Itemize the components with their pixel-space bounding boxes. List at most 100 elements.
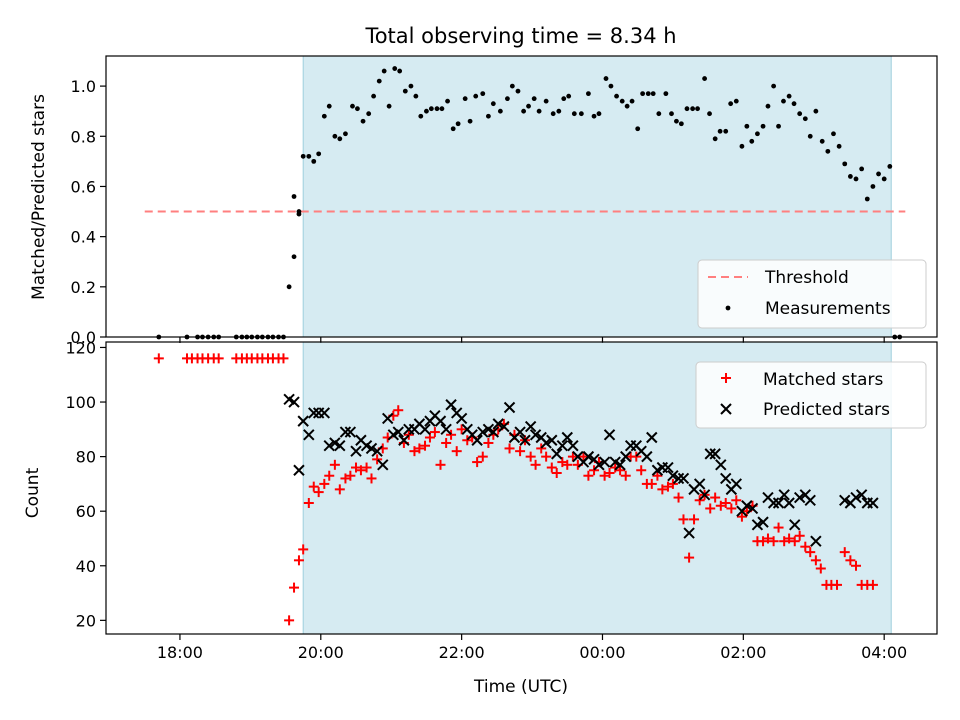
matched-star-point xyxy=(710,492,721,503)
predicted-star-point xyxy=(371,445,383,457)
top-ytick-label: 1.0 xyxy=(71,77,96,96)
predicted-star-mark-b xyxy=(283,393,295,406)
predicted-star-mark-b xyxy=(850,491,862,504)
predicted-star-mark-b xyxy=(434,415,447,427)
predicted-star-point xyxy=(810,535,822,547)
predicted-star-point xyxy=(514,426,526,438)
measurement-point xyxy=(467,118,473,124)
predicted-star-mark-b xyxy=(667,470,679,482)
matched-star-point xyxy=(851,560,862,571)
measurement-point xyxy=(531,96,537,102)
matched-star-point xyxy=(562,459,573,470)
predicted-star-point xyxy=(783,497,795,509)
matched-star-point xyxy=(620,470,631,481)
matched-star-point xyxy=(429,427,440,438)
predicted-star-mark-b xyxy=(293,464,305,476)
predicted-star-mark-b xyxy=(757,516,769,528)
measurement-point xyxy=(656,111,662,117)
measurement-point xyxy=(291,254,297,260)
measurement-point xyxy=(556,108,562,114)
measurement-point xyxy=(781,98,786,104)
predicted-star-mark-b xyxy=(546,434,558,446)
matched-star-point xyxy=(768,536,779,547)
matched-star-point xyxy=(293,555,304,566)
predicted-star-point xyxy=(540,437,552,449)
predicted-star-point xyxy=(487,426,500,438)
measurement-point xyxy=(473,93,479,99)
matched-star-point xyxy=(530,459,541,470)
predicted-star-point xyxy=(303,429,315,441)
matched-star-point xyxy=(667,478,678,489)
predicted-star-mark-b xyxy=(498,420,510,433)
predicted-star-point xyxy=(662,461,674,474)
predicted-star-mark-b xyxy=(381,412,394,425)
predicted-star-mark-b xyxy=(672,472,685,485)
measurement-point xyxy=(291,194,297,199)
matched-star-point xyxy=(414,443,425,454)
predicted-star-mark-b xyxy=(799,489,812,501)
predicted-star-mark-b xyxy=(398,434,410,446)
predicted-star-point xyxy=(471,434,483,446)
legend-predicted-swatch-b xyxy=(720,403,732,415)
measurement-point xyxy=(739,143,745,149)
matched-star-point xyxy=(284,615,295,626)
measurement-point xyxy=(439,106,445,112)
matched-star-point xyxy=(631,451,642,462)
predicted-star-point xyxy=(793,491,806,504)
bottom-ytick-label: 60 xyxy=(76,502,96,521)
measurement-point xyxy=(337,136,343,142)
predicted-star-mark-b xyxy=(529,429,542,441)
bottom-ylabel: Count xyxy=(23,467,43,518)
predicted-star-mark-b xyxy=(620,450,632,463)
predicted-star-point xyxy=(677,472,690,485)
predicted-star-mark-b xyxy=(582,450,595,463)
measurement-point xyxy=(434,106,440,112)
bottom-ytick-label: 120 xyxy=(65,338,96,357)
predicted-star-mark-b xyxy=(471,434,483,446)
matched-star-point xyxy=(372,454,383,465)
predicted-star-mark-b xyxy=(514,426,526,438)
measurement-point xyxy=(603,76,609,81)
measurement-point xyxy=(543,98,549,104)
predicted-star-point xyxy=(730,478,742,490)
predicted-star-mark-b xyxy=(572,450,584,463)
predicted-star-mark-b xyxy=(429,409,441,422)
legend-predicted-label: Predicted stars xyxy=(763,400,890,420)
measurement-point xyxy=(480,91,486,97)
top-ylabel: Matched/Predicted stars xyxy=(29,94,49,300)
predicted-star-mark-b xyxy=(535,431,547,444)
predicted-star-mark-b xyxy=(704,448,716,460)
measurement-point xyxy=(786,93,792,99)
matched-star-point xyxy=(726,503,737,514)
legend-measurement-label: Measurements xyxy=(765,299,891,319)
matched-star-point xyxy=(773,522,784,533)
measurement-point xyxy=(350,103,355,109)
measurement-point xyxy=(608,83,614,89)
measurement-point xyxy=(674,118,679,124)
measurement-point xyxy=(645,91,651,97)
predicted-star-point xyxy=(850,491,862,504)
predicted-star-mark-b xyxy=(783,497,795,509)
predicted-star-point xyxy=(746,502,759,515)
measurement-point xyxy=(536,108,542,114)
measurement-point xyxy=(744,123,750,129)
matched-star-point xyxy=(805,547,816,558)
predicted-star-mark-b xyxy=(451,407,463,419)
measurement-point xyxy=(853,176,859,182)
measurement-point xyxy=(360,118,366,124)
predicted-star-mark-b xyxy=(308,407,320,419)
predicted-star-mark-b xyxy=(461,423,473,436)
xtick-label: 22:00 xyxy=(439,643,485,662)
predicted-star-point xyxy=(767,497,780,509)
measurement-point xyxy=(771,83,777,89)
measurement-point xyxy=(765,103,771,109)
predicted-star-mark-b xyxy=(323,439,335,452)
matched-star-point xyxy=(604,467,615,478)
predicted-star-mark-b xyxy=(371,445,383,457)
predicted-star-point xyxy=(308,407,320,419)
matched-star-point xyxy=(451,446,462,457)
measurement-point xyxy=(332,133,338,139)
predicted-star-mark-b xyxy=(646,431,658,444)
measurement-point xyxy=(876,171,881,177)
